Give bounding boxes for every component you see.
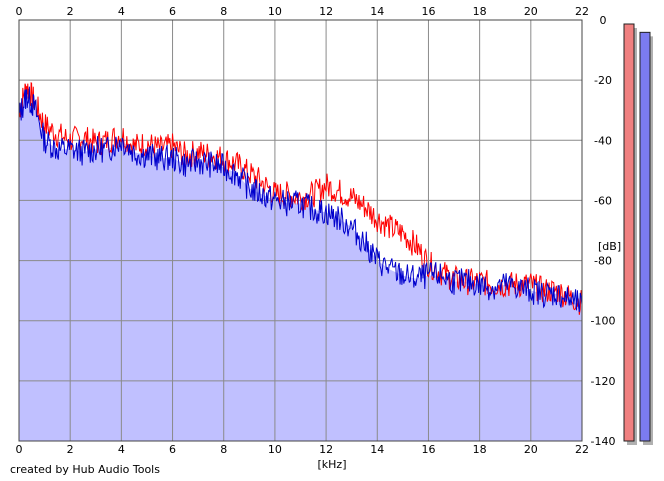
plot-area <box>18 19 583 442</box>
plot-frame <box>18 19 583 442</box>
x-tick-label-bottom: 20 <box>524 443 538 456</box>
x-axis-title: [kHz] <box>318 458 347 471</box>
level-meters <box>623 23 653 446</box>
x-tick-label-bottom: 0 <box>16 443 23 456</box>
x-axis-top-labels: 0 2 4 6 8 10 12 14 16 18 20 22 <box>16 5 590 18</box>
level-meter-bar <box>623 23 635 442</box>
y-tick-label: -80 <box>594 255 612 268</box>
x-tick-label-top: 12 <box>319 5 333 18</box>
x-tick-label-top: 10 <box>268 5 282 18</box>
x-tick-label-top: 16 <box>421 5 435 18</box>
x-tick-label-bottom: 22 <box>575 443 589 456</box>
x-tick-label-bottom: 4 <box>118 443 125 456</box>
level-meter-bar <box>639 31 651 442</box>
y-axis-title: [dB] <box>598 240 621 253</box>
x-tick-label-top: 6 <box>169 5 176 18</box>
y-tick-label: -60 <box>594 194 612 207</box>
x-tick-label-top: 0 <box>16 5 23 18</box>
y-axis-labels: 0 -20 -40 -60 -80 -100 -120 -140 <box>591 14 616 448</box>
spectrum-fill <box>19 95 582 441</box>
x-tick-label-top: 18 <box>473 5 487 18</box>
x-tick-label-bottom: 2 <box>67 443 74 456</box>
y-tick-label: -140 <box>591 435 616 448</box>
y-tick-label: -40 <box>594 134 612 147</box>
y-tick-label: -120 <box>591 375 616 388</box>
x-tick-label-top: 8 <box>220 5 227 18</box>
x-tick-label-bottom: 6 <box>169 443 176 456</box>
x-tick-label-top: 22 <box>575 5 589 18</box>
x-tick-label-bottom: 8 <box>220 443 227 456</box>
x-tick-label-top: 20 <box>524 5 538 18</box>
x-tick-label-top: 4 <box>118 5 125 18</box>
x-tick-label-bottom: 12 <box>319 443 333 456</box>
series-line-blue <box>18 86 583 313</box>
y-tick-label: -20 <box>594 74 612 87</box>
y-tick-label: -100 <box>591 315 616 328</box>
x-tick-label-bottom: 16 <box>421 443 435 456</box>
y-tick-label: 0 <box>600 14 607 27</box>
x-tick-label-top: 14 <box>370 5 384 18</box>
x-tick-label-bottom: 10 <box>268 443 282 456</box>
credit-text: created by Hub Audio Tools <box>10 463 160 476</box>
x-tick-label-top: 2 <box>67 5 74 18</box>
x-tick-label-bottom: 14 <box>370 443 384 456</box>
x-tick-label-bottom: 18 <box>473 443 487 456</box>
x-axis-bottom-labels: 0 2 4 6 8 10 12 14 16 18 20 22 <box>16 443 590 456</box>
